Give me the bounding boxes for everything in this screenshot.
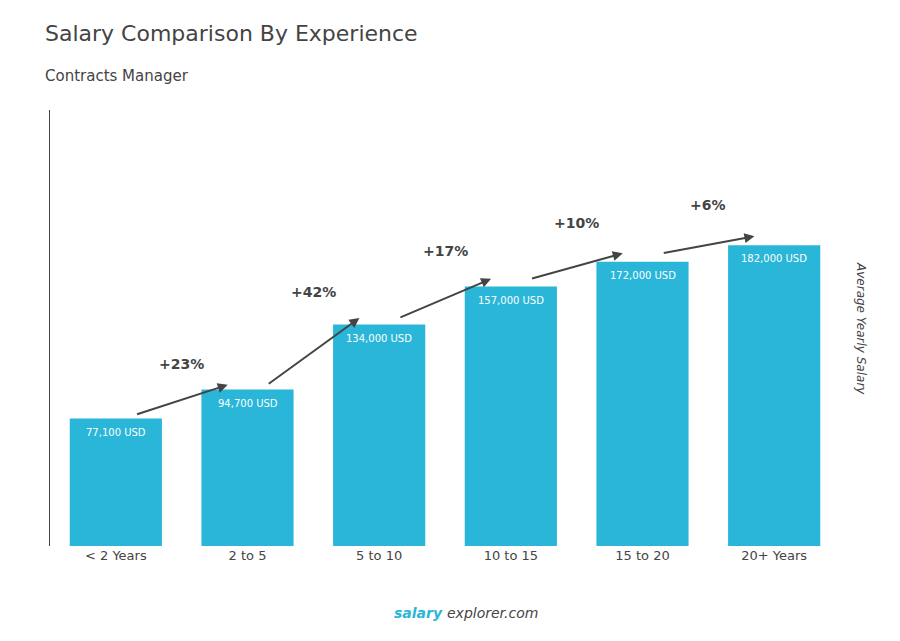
svg-text:10 to 15: 10 to 15	[484, 548, 538, 563]
svg-text:< 2 Years: < 2 Years	[85, 548, 147, 563]
svg-text:Average Yearly Salary: Average Yearly Salary	[854, 262, 868, 395]
svg-text:2 to 5: 2 to 5	[229, 548, 267, 563]
svg-text:+42%: +42%	[291, 284, 336, 300]
svg-text:+10%: +10%	[554, 215, 599, 231]
svg-text:+23%: +23%	[159, 356, 204, 372]
svg-text:5 to 10: 5 to 10	[356, 548, 402, 563]
svg-text:+6%: +6%	[690, 197, 726, 213]
svg-text:94,700 USD: 94,700 USD	[218, 398, 278, 409]
svg-text:+17%: +17%	[423, 243, 468, 259]
svg-text:20+ Years: 20+ Years	[741, 548, 807, 563]
svg-text:172,000 USD: 172,000 USD	[610, 270, 676, 281]
svg-text:134,000 USD: 134,000 USD	[346, 333, 412, 344]
svg-text:15 to 20: 15 to 20	[615, 548, 669, 563]
svg-text:77,100 USD: 77,100 USD	[86, 427, 146, 438]
svg-text:Contracts Manager: Contracts Manager	[45, 67, 189, 85]
svg-text:157,000 USD: 157,000 USD	[478, 295, 544, 306]
svg-text:Salary Comparison By Experienc: Salary Comparison By Experience	[45, 21, 418, 46]
svg-text:salary: salary	[394, 605, 443, 621]
svg-text:182,000 USD: 182,000 USD	[741, 253, 807, 264]
svg-text:explorer.com: explorer.com	[447, 605, 538, 621]
